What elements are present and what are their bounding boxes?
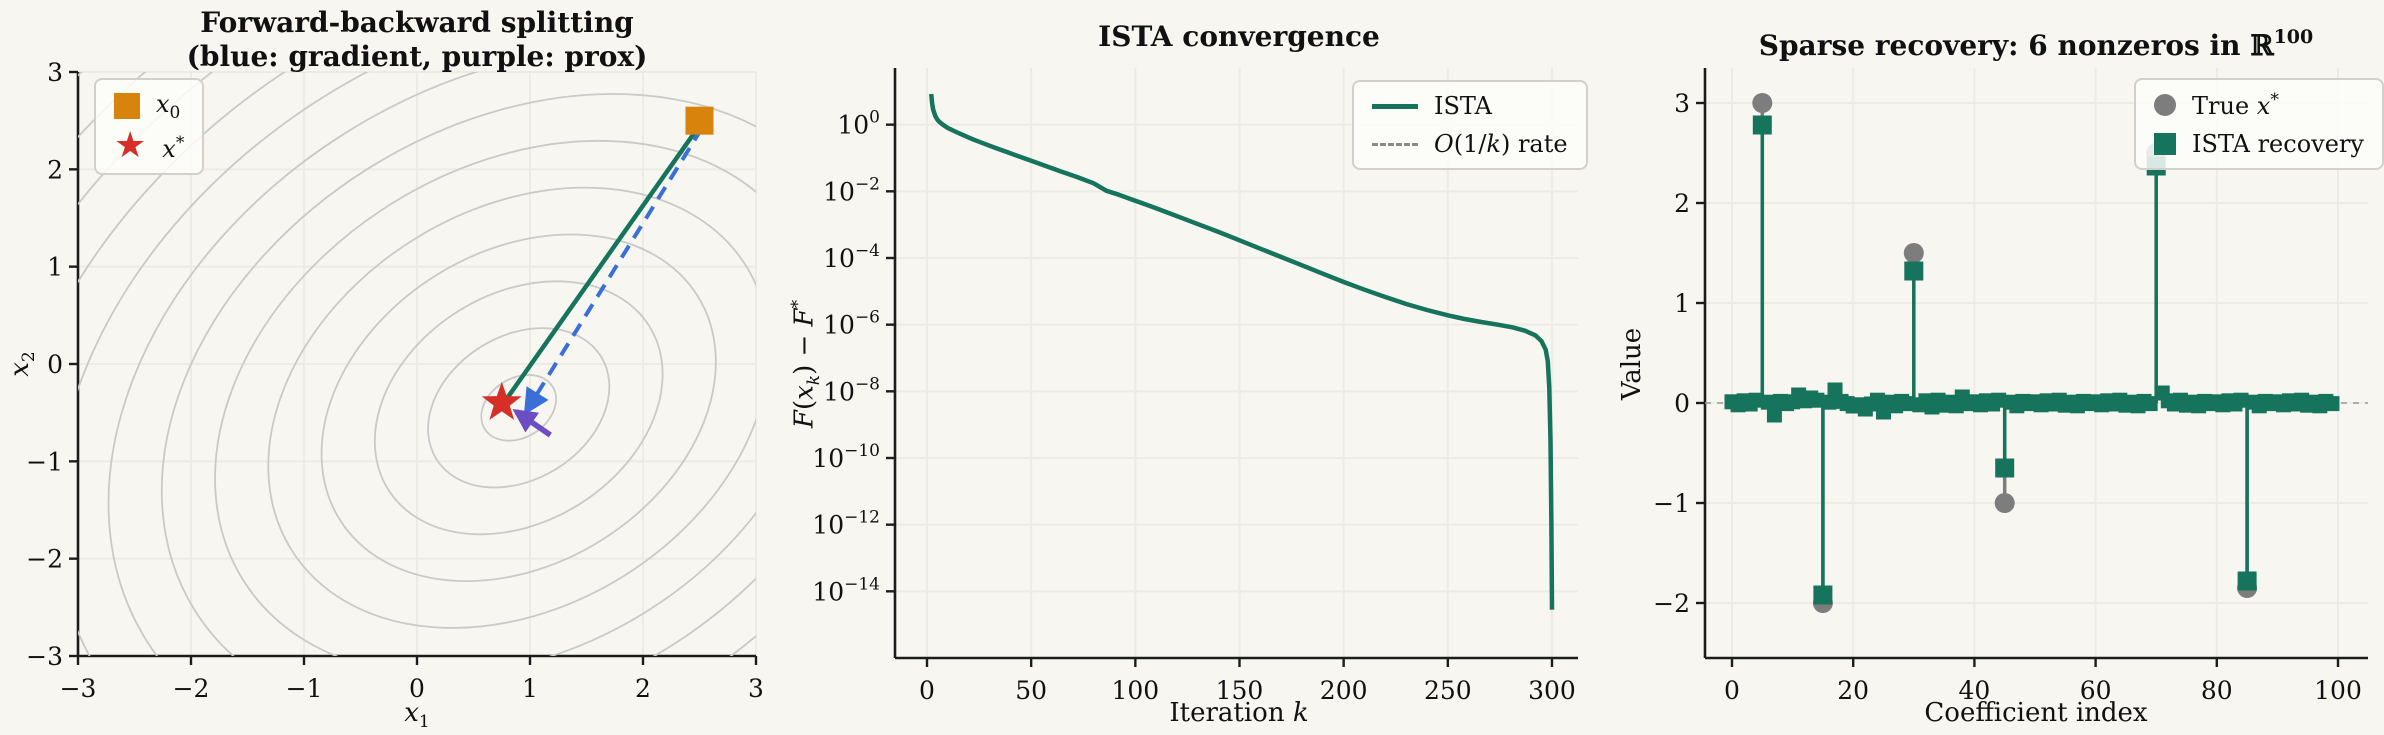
contour-plot: −3 −2 −1 0 1 2 3 −3 −2 −1 0 1 2 3 [26,58,764,703]
legend-sparse-recovery: True x* ISTA recovery [2134,78,2384,170]
convergence-plot: 0 50 100 150 200 250 300 100 10−2 10−4 10−6 10−8 10−… [812,68,1578,705]
svg-text:−2: −2 [1653,589,1690,618]
legend-item-ista: ISTA [1372,92,1568,120]
iterate-path-line [503,124,702,403]
xlabel-x1: x1 [404,698,430,733]
svg-text:−1: −1 [26,447,63,476]
ista-recovery-square-swatch-icon [2154,133,2176,155]
tick-labels: 0 20 40 60 80 100 3 2 1 0 −1 −2 [1653,89,2362,705]
svg-text:3: 3 [47,58,63,87]
title-line1: Forward-backward splitting [200,6,634,39]
legend-item-ista-recovery: ISTA recovery [2154,130,2364,158]
svg-text:3: 3 [748,674,764,703]
title-line2: (blue: gradient, purple: prox) [186,40,648,73]
legend-item-rate: O(1/k) rate [1372,130,1568,158]
svg-text:2: 2 [47,155,63,184]
ylabel-objective-gap: F(xk) − F* [788,299,824,429]
ylabel-x2: x2 [4,351,40,377]
xlabel-coefficient-index: Coefficient index [1924,698,2148,728]
legend-label-true-x: True x* [2192,90,2279,120]
svg-text:−3: −3 [60,674,97,703]
legend-forward-backward: x0 ★ x* [94,78,205,175]
xstar-marker [481,381,522,420]
title-ista-convergence: ISTA convergence [1098,20,1380,53]
prox-step-arrow [512,408,552,438]
svg-text:100: 100 [2314,676,2362,705]
svg-text:60: 60 [2080,676,2112,705]
svg-text:100: 100 [837,108,880,140]
axes-spines [893,68,1578,660]
svg-text:10−2: 10−2 [823,174,880,206]
title-sparse-recovery: Sparse recovery: 6 nonzeros in ℝ100 [1759,20,2313,63]
title-forward-backward: Forward-backward splitting (blue: gradie… [187,6,648,74]
svg-text:0: 0 [1674,389,1690,418]
xlabel-iteration-k: Iteration k [1169,698,1309,728]
axes-spines [1703,68,2368,660]
svg-text:1: 1 [522,674,538,703]
svg-text:−1: −1 [1653,489,1690,518]
svg-text:80: 80 [2201,676,2233,705]
ista-line-swatch-icon [1372,103,1418,109]
legend-label-rate: O(1/k) rate [1434,130,1568,158]
svg-text:3: 3 [1674,89,1690,118]
svg-text:10−4: 10−4 [823,241,880,273]
svg-text:0: 0 [919,676,935,705]
svg-text:10−10: 10−10 [812,441,880,473]
svg-text:10−8: 10−8 [823,374,880,406]
rate-dashed-swatch-icon [1372,142,1418,146]
svg-text:1: 1 [47,253,63,282]
legend-ista-convergence: ISTA O(1/k) rate [1352,80,1588,170]
tick-marks [886,123,1554,667]
svg-text:150: 150 [1216,676,1264,705]
x0-square-swatch-icon [114,93,140,120]
svg-text:2: 2 [1674,189,1690,218]
legend-label-xstar: x* [162,132,185,163]
svg-text:0: 0 [409,674,425,703]
title-sparse-text: Sparse recovery: 6 nonzeros in ℝ100 [1758,26,2314,62]
tick-marks [1696,101,2340,667]
svg-text:200: 200 [1320,676,1368,705]
svg-text:−3: −3 [26,642,63,671]
svg-text:−2: −2 [173,674,210,703]
svg-text:1: 1 [1674,289,1690,318]
svg-text:10−12: 10−12 [812,508,880,540]
xstar-star-swatch-icon: ★ [114,124,147,166]
legend-label-ista-recovery: ISTA recovery [2192,130,2364,158]
legend-label-ista: ISTA [1434,92,1492,120]
trajectory [503,124,704,438]
ista-convergence-line [928,93,1555,610]
svg-text:40: 40 [1958,676,1990,705]
svg-text:10−6: 10−6 [823,308,880,340]
true-x-circle-swatch-icon [2154,94,2176,116]
svg-text:−1: −1 [286,674,323,703]
legend-item-true-x: True x* [2154,90,2364,120]
tick-labels: 0 50 100 150 200 250 300 100 10−2 10−4 10−6 10−8 10−… [812,108,1576,705]
gradient-step-arrow [523,127,704,416]
legend-item-x0: x0 [114,90,184,123]
svg-text:20: 20 [1837,676,1869,705]
true-signal-stems [1752,93,2258,613]
stem-plot: 0 20 40 60 80 100 3 2 1 0 −1 −2 [1653,68,2368,705]
legend-label-x0: x0 [156,90,181,123]
ylabel-value: Value [1617,327,1647,401]
svg-text:100: 100 [1111,676,1159,705]
svg-text:0: 0 [47,350,63,379]
svg-text:0: 0 [1724,676,1740,705]
contour-rings [78,72,756,656]
svg-text:−2: −2 [26,545,63,574]
tick-labels: −3 −2 −1 0 1 2 3 −3 −2 −1 0 1 2 3 [26,58,764,703]
svg-text:10−14: 10−14 [812,574,880,606]
svg-text:300: 300 [1528,676,1576,705]
recovered-signal-stems [1724,115,2340,605]
svg-text:250: 250 [1424,676,1472,705]
svg-text:50: 50 [1015,676,1047,705]
legend-item-xstar: ★ x* [114,124,185,166]
x0-marker [685,106,714,135]
svg-text:2: 2 [635,674,651,703]
tick-marks [69,70,758,665]
